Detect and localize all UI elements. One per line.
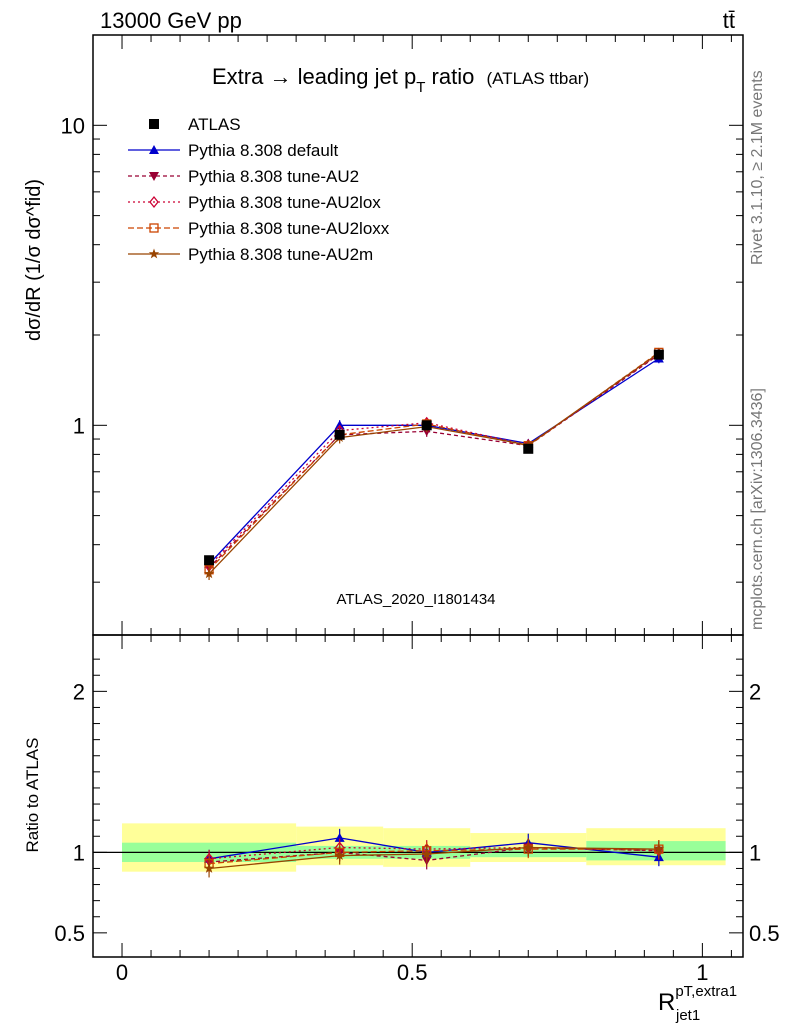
header-left: 13000 GeV pp — [100, 8, 242, 33]
chart-title-main: Extra → leading jet p — [212, 64, 416, 89]
legend: ATLAS Pythia 8.308 default Pythia 8.308 tu… — [128, 115, 390, 264]
data-point-atlas — [653, 349, 664, 360]
ratio-y-tick-label-left: 1 — [73, 840, 85, 865]
legend-marker-pythia-8-308-default — [149, 145, 159, 154]
legend-marker-pythia-8-308-tune-au2lox — [149, 195, 159, 209]
ratio-point-pythia-8-308-tune-au2m — [334, 850, 345, 860]
ratio-plot-frame — [92, 634, 744, 958]
series-line-pythia-8-308-tune-au2loxx — [208, 351, 660, 571]
data-point-atlas — [421, 420, 432, 431]
header-right: tt̄ — [723, 8, 735, 33]
side-label-bottom: mcplots.cern.ch [arXiv:1306.3436] — [749, 388, 766, 630]
main-y-tick-label: 1 — [73, 413, 85, 438]
series-line-pythia-8-308-tune-au2m — [208, 352, 660, 575]
legend-marker-atlas — [149, 119, 159, 129]
ratio-y-axis-label: Ratio to ATLAS — [23, 738, 42, 853]
series-line-pythia-8-308-tune-au2lox — [208, 353, 660, 567]
ratio-y-tick-label-left: 2 — [73, 679, 85, 704]
x-tick-label: 0 — [116, 960, 128, 985]
ratio-y-tick-label-right: 0.5 — [749, 921, 780, 946]
ratio-point-pythia-8-308-tune-au2m — [653, 843, 665, 854]
data-point-atlas — [204, 555, 215, 566]
ratio-point-pythia-8-308-tune-au2m — [523, 842, 534, 852]
data-point-pythia-8-308-tune-au2m — [203, 568, 215, 579]
x-axis-label-main: R — [658, 989, 675, 1016]
data-series — [203, 347, 665, 878]
chart-title-sub: T — [416, 79, 425, 96]
legend-label-atlas: ATLAS — [188, 115, 241, 134]
series-line-pythia-8-308-default — [208, 357, 660, 565]
legend-label-pythia-8-308-tune-au2loxx: Pythia 8.308 tune-AU2loxx — [188, 219, 390, 238]
side-label-top: Rivet 3.1.10, ≥ 2.1M events — [749, 70, 766, 265]
legend-marker-pythia-8-308-tune-au2m — [148, 248, 160, 259]
ratio-point-pythia-8-308-default — [334, 832, 345, 842]
legend-label-pythia-8-308-tune-au2lox: Pythia 8.308 tune-AU2lox — [188, 193, 381, 212]
data-point-atlas — [523, 443, 534, 454]
chart-title-small: (ATLAS ttbar) — [486, 69, 589, 88]
series-line-pythia-8-308-tune-au2 — [208, 354, 660, 569]
x-axis-label-sub: jet1 — [675, 1007, 700, 1024]
data-point-atlas — [334, 429, 345, 440]
x-axis-label: RpT,extra1 — [658, 983, 737, 1016]
x-axis-label-sup: pT,extra1 — [675, 983, 737, 1000]
legend-marker-pythia-8-308-tune-au2loxx — [149, 223, 159, 233]
main-y-axis-label: dσ/dR (1/σ dσ^fid) — [23, 179, 45, 341]
legend-label-pythia-8-308-default: Pythia 8.308 default — [188, 141, 339, 160]
x-tick-label: 0.5 — [397, 960, 428, 985]
ratio-bands — [93, 823, 743, 872]
legend-label-pythia-8-308-tune-au2m: Pythia 8.308 tune-AU2m — [188, 245, 373, 264]
chart-title-rest: ratio — [425, 64, 474, 89]
ratio-y-tick-label-right: 2 — [749, 679, 761, 704]
axis-ticks: 1 10 0 0.5 1 0.5 0.5 1 1 2 2 — [54, 34, 780, 985]
ratio-point-pythia-8-308-tune-au2m — [203, 863, 215, 873]
ratio-y-tick-label-right: 1 — [749, 840, 761, 865]
main-y-tick-label: 10 — [61, 113, 85, 138]
ratio-point-pythia-8-308-tune-au2m — [421, 848, 432, 859]
ratio-y-tick-label-left: 0.5 — [54, 921, 85, 946]
analysis-watermark: ATLAS_2020_I1801434 — [336, 591, 495, 608]
legend-marker-pythia-8-308-tune-au2 — [149, 172, 159, 181]
x-tick-label: 1 — [696, 960, 708, 985]
legend-label-pythia-8-308-tune-au2: Pythia 8.308 tune-AU2 — [188, 167, 359, 186]
chart-title: Extra → leading jet pT ratio (ATLAS ttba… — [212, 64, 589, 96]
